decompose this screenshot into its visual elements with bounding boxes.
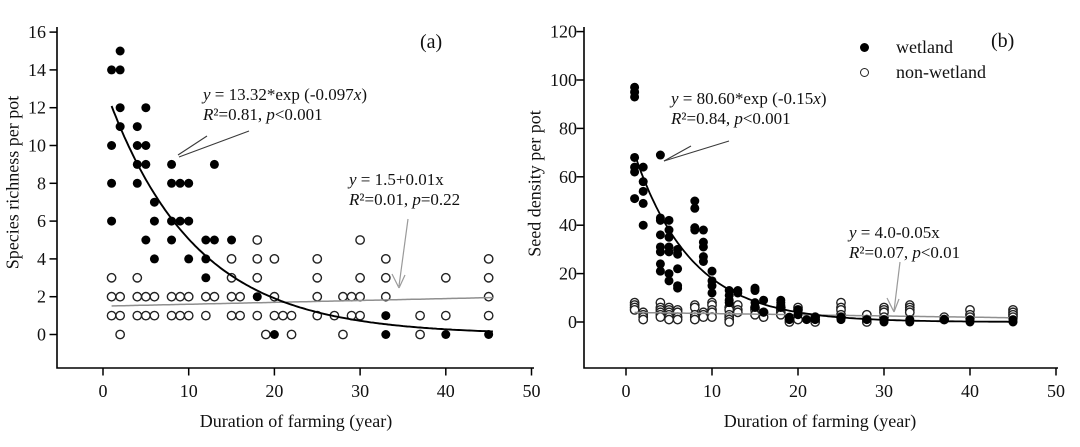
fit-annotation-a-exp: y = 13.32*exp (-0.097x) R²=0.81, p<0.001 <box>203 85 367 125</box>
svg-text:0: 0 <box>99 381 108 401</box>
svg-text:40: 40 <box>559 215 577 235</box>
svg-text:30: 30 <box>875 381 893 401</box>
svg-text:0: 0 <box>622 381 631 401</box>
non-wetland-marker-icon <box>860 68 869 77</box>
axes-b <box>583 27 1058 369</box>
fit-annotation-b-linear: y = 4.0-0.05x R²=0.07, p<0.01 <box>849 223 960 263</box>
legend-item-wetland: wetland <box>860 35 986 60</box>
fit-stats-b-linear: R²=0.07, p<0.01 <box>849 243 961 262</box>
svg-text:60: 60 <box>559 167 577 187</box>
svg-text:120: 120 <box>550 22 577 42</box>
svg-text:8: 8 <box>37 173 46 193</box>
fit-equation-b-linear: y = 4.0-0.05x <box>849 223 940 242</box>
fit-stats-a-linear: R²=0.01, p=0.22 <box>349 190 461 209</box>
svg-text:40: 40 <box>437 381 455 401</box>
fit-equation-a-linear: y = 1.5+0.01x <box>349 170 444 189</box>
svg-text:12: 12 <box>28 98 46 118</box>
svg-text:20: 20 <box>265 381 283 401</box>
svg-text:0: 0 <box>568 312 577 332</box>
fit-annotation-a-linear: y = 1.5+0.01x R²=0.01, p=0.22 <box>349 170 460 210</box>
svg-text:10: 10 <box>28 136 46 156</box>
svg-text:30: 30 <box>351 381 369 401</box>
y-ticks-a: 0 2 4 6 8 10 12 14 16 <box>28 22 57 345</box>
svg-text:2: 2 <box>37 287 46 307</box>
points-a-wetland <box>107 46 494 339</box>
fit-equation-a-exp: y = 13.32*exp (-0.097x) <box>203 85 367 104</box>
points-b-wetland <box>630 82 1018 327</box>
axes-a <box>56 27 534 369</box>
points-a-non-wetland <box>106 235 494 340</box>
panel-a: 0 10 20 30 40 50 0 2 4 6 8 10 12 14 16 <box>28 22 541 401</box>
fit-exp-b <box>633 153 1018 323</box>
svg-text:80: 80 <box>559 118 577 138</box>
svg-text:0: 0 <box>37 325 46 345</box>
x-ticks-b: 0 10 20 30 40 50 <box>622 368 1065 401</box>
y-axis-title-a: Species richness per pot <box>2 95 23 270</box>
legend: wetland non-wetland <box>860 35 986 85</box>
y-axis-title-b: Seed density per pot <box>524 110 545 257</box>
x-ticks-a: 0 10 20 30 40 50 <box>99 368 541 401</box>
y-ticks-b: 0 20 40 60 80 100 120 <box>550 22 584 332</box>
panel-label-b: (b) <box>991 30 1015 52</box>
svg-text:6: 6 <box>37 211 46 231</box>
x-axis-title-a: Duration of farming (year) <box>199 411 393 431</box>
wetland-marker-icon <box>860 43 869 52</box>
panel-label-a: (a) <box>420 31 443 53</box>
annotation-arrows <box>177 130 901 313</box>
fit-stats-b-exp: R²=0.84, p<0.001 <box>671 109 791 128</box>
fit-equation-b-exp: y = 80.60*exp (-0.15x) <box>671 89 827 108</box>
svg-text:100: 100 <box>550 70 577 90</box>
fit-annotation-b-exp: y = 80.60*exp (-0.15x) R²=0.84, p<0.001 <box>671 89 826 129</box>
svg-text:4: 4 <box>37 249 46 269</box>
svg-text:14: 14 <box>28 60 46 80</box>
fit-lines-b <box>633 153 1018 323</box>
svg-text:20: 20 <box>559 264 577 284</box>
legend-label-wetland: wetland <box>896 37 953 57</box>
x-axis-title-b: Duration of farming (year) <box>723 411 917 431</box>
svg-text:50: 50 <box>1047 381 1065 401</box>
fit-stats-a-exp: R²=0.81, p<0.001 <box>203 105 323 124</box>
svg-text:40: 40 <box>961 381 979 401</box>
svg-text:50: 50 <box>523 381 541 401</box>
svg-text:10: 10 <box>180 381 198 401</box>
legend-item-non-wetland: non-wetland <box>860 60 986 85</box>
fit-linear-a <box>111 296 493 307</box>
svg-text:20: 20 <box>789 381 807 401</box>
svg-text:16: 16 <box>28 22 46 42</box>
legend-label-non-wetland: non-wetland <box>896 62 986 82</box>
svg-text:10: 10 <box>703 381 721 401</box>
panel-b: 0 10 20 30 40 50 0 20 40 60 80 100 120 <box>550 22 1065 401</box>
